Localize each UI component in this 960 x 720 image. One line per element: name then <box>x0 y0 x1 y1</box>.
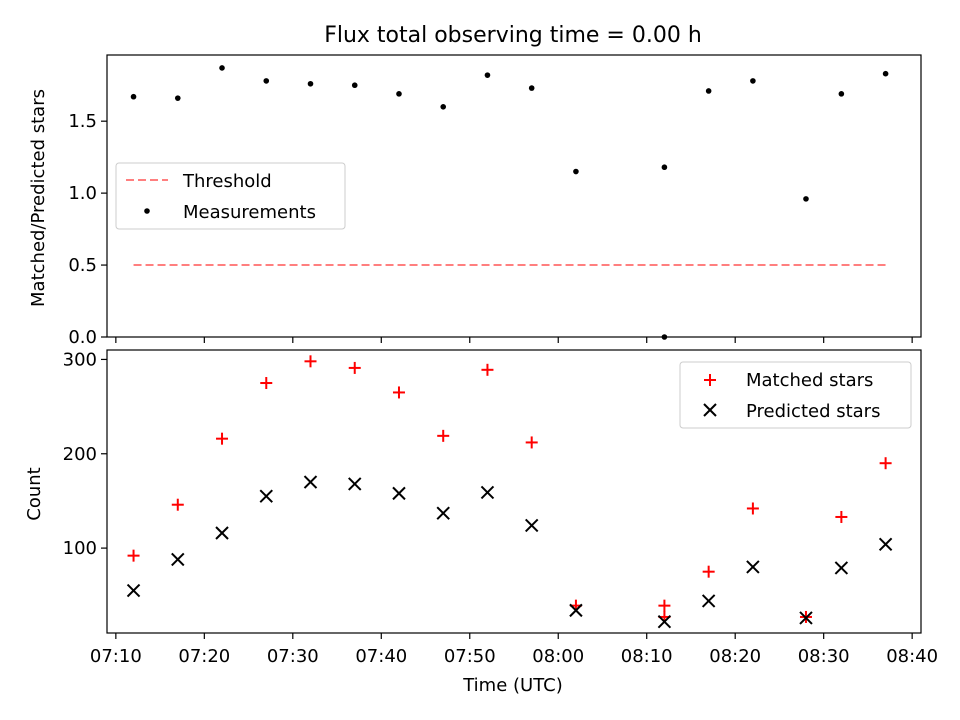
matched-stars-point <box>260 377 273 390</box>
y-tick-label: 0.0 <box>68 327 97 348</box>
measurement-point <box>803 196 809 202</box>
measurements-legend-label: Measurements <box>183 202 316 223</box>
measurements-legend-marker <box>144 208 150 214</box>
counts-legend-box <box>679 361 912 429</box>
predicted-stars-point <box>701 594 716 608</box>
predicted-stars-point <box>215 526 229 540</box>
measurement-point <box>440 103 447 110</box>
measurement-point <box>661 164 668 171</box>
x-tick-label: 07:50 <box>444 646 496 667</box>
measurement-point <box>263 78 270 84</box>
counts-plot-area <box>126 355 893 629</box>
predicted-stars-point <box>303 475 318 489</box>
ratio-y-axis-label: Matched/Predicted stars <box>28 89 49 307</box>
panel-ratio: 0.0 0.5 1.0 1.5 Matched/Predicted stars Thr… <box>28 54 922 348</box>
predicted-stars-point <box>436 506 450 520</box>
matched-stars-point <box>702 565 715 578</box>
x-tick-label: 07:10 <box>90 646 142 667</box>
measurement-point <box>528 85 535 91</box>
predicted-stars-point <box>746 560 760 574</box>
plot-frame <box>106 349 922 634</box>
x-tick-label: 07:20 <box>178 646 230 667</box>
matched-stars-point <box>658 599 671 612</box>
counts-legend: Matched stars Predicted stars <box>679 361 912 429</box>
predicted-legend-label: Predicted stars <box>746 401 880 422</box>
predicted-stars-point <box>878 537 893 552</box>
measurement-point <box>307 80 314 87</box>
ratio-axes: 0.0 0.5 1.0 1.5 <box>68 54 922 348</box>
matched-stars-point <box>348 361 361 374</box>
matched-stars-point <box>437 429 450 442</box>
matched-stars-point <box>392 386 405 399</box>
matched-stars-point <box>481 363 494 376</box>
x-axis-label: Time (UTC) <box>462 675 563 696</box>
predicted-stars-point <box>348 477 362 491</box>
y-tick-label: 1.0 <box>68 183 97 204</box>
measurement-point <box>174 95 181 101</box>
y-tick-label: 200 <box>63 444 97 465</box>
chart-title: Flux total observing time = 0.00 h <box>324 23 702 48</box>
predicted-stars-point <box>480 485 495 500</box>
measurement-point <box>130 93 137 100</box>
predicted-stars-point <box>657 614 672 629</box>
measurement-point <box>705 88 712 94</box>
matched-stars-point <box>304 355 317 368</box>
x-tick-label: 08:20 <box>709 646 761 667</box>
measurement-point <box>484 72 491 78</box>
x-tick-label: 07:40 <box>355 646 407 667</box>
y-tick-label: 100 <box>63 538 97 559</box>
predicted-stars-point <box>524 518 539 533</box>
measurement-point <box>219 65 225 71</box>
matched-stars-point <box>171 498 184 511</box>
matched-stars-point <box>127 549 140 562</box>
x-tick-label: 08:00 <box>532 646 584 667</box>
threshold-legend-label: Threshold <box>182 171 272 192</box>
matched-legend-label: Matched stars <box>746 370 873 391</box>
panel-counts: 100 200 300 07:10 07:20 07:30 07:40 07:50 08:00 0… <box>24 349 938 667</box>
matched-stars-point <box>216 432 229 445</box>
plot-frame <box>106 54 922 338</box>
measurement-point <box>351 82 358 89</box>
predicted-stars-point <box>834 561 849 575</box>
y-tick-label: 0.5 <box>68 255 97 276</box>
ratio-plot-area <box>130 65 889 340</box>
x-tick-label: 08:30 <box>798 646 850 667</box>
matched-stars-point <box>525 436 538 449</box>
predicted-stars-point <box>126 583 141 598</box>
predicted-stars-point <box>259 489 273 503</box>
measurement-point <box>882 70 889 77</box>
matched-legend-marker <box>704 374 716 386</box>
predicted-legend-marker <box>703 403 717 417</box>
measurement-point <box>573 168 579 175</box>
matched-stars-point <box>879 457 892 470</box>
x-tick-label: 08:10 <box>621 646 673 667</box>
matched-stars-point <box>746 502 759 515</box>
x-tick-label: 07:30 <box>267 646 319 667</box>
predicted-stars-point <box>171 552 185 567</box>
measurement-point <box>396 91 402 97</box>
measurement-point <box>838 91 845 97</box>
measurement-point <box>750 78 756 84</box>
counts-y-axis-label: Count <box>24 467 45 520</box>
ratio-legend: Threshold Measurements <box>115 162 346 230</box>
matched-stars-point <box>835 510 848 523</box>
x-tick-label: 08:40 <box>886 646 938 667</box>
predicted-stars-point <box>392 486 406 501</box>
y-tick-label: 1.5 <box>68 111 97 132</box>
predicted-stars-point <box>799 611 813 625</box>
predicted-stars-point <box>569 603 583 618</box>
y-tick-label: 300 <box>63 349 97 370</box>
counts-axes: 100 200 300 07:10 07:20 07:30 07:40 07:50 08:00 0… <box>63 349 938 667</box>
ratio-legend-box <box>115 162 346 230</box>
